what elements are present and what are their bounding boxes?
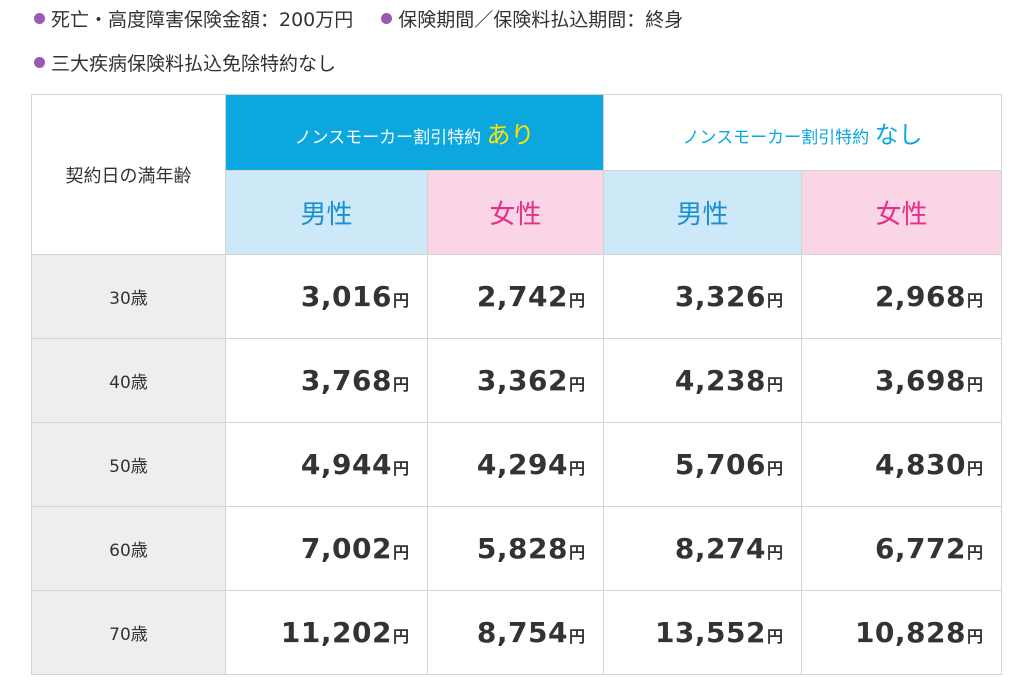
premium-amount: 3,768	[300, 364, 392, 397]
age-cell: 60歳	[31, 506, 226, 591]
conditions-line-1: 死亡・高度障害保険金額：200万円 保険期間／保険料払込期間：終身	[34, 4, 1004, 32]
premium-cell: 4,944円	[225, 422, 428, 507]
premium-amount: 13,552	[654, 616, 766, 649]
premium-cell: 3,326円	[603, 254, 803, 339]
age-cell: 40歳	[31, 338, 226, 423]
condition-death-benefit: 死亡・高度障害保険金額：200万円	[51, 8, 354, 31]
currency-unit: 円	[767, 291, 784, 310]
premium-cell: 2,968円	[801, 254, 1003, 339]
premium-cell: 8,274円	[603, 506, 803, 591]
condition-insurance-period: 保険期間／保険料払込期間：終身	[398, 8, 684, 31]
currency-unit: 円	[967, 543, 984, 562]
premium-cell: 3,016円	[225, 254, 428, 339]
insurance-conditions: 死亡・高度障害保険金額：200万円 保険期間／保険料払込期間：終身 三大疾病保険…	[34, 4, 1004, 92]
condition-item: 保険期間／保険料払込期間：終身	[381, 5, 683, 32]
premium-cell: 4,238円	[603, 338, 803, 423]
premium-cell: 4,294円	[426, 422, 605, 507]
premium-cell: 5,706円	[603, 422, 803, 507]
premium-cell: 5,828円	[426, 506, 605, 591]
plan-label: ノンスモーカー割引特約	[294, 128, 482, 148]
currency-unit: 円	[569, 459, 586, 478]
premium-cell: 3,768円	[225, 338, 428, 423]
currency-unit: 円	[569, 291, 586, 310]
premium-amount: 11,202	[280, 616, 392, 649]
premium-table-body: 30歳 3,016円 2,742円 3,326円 2,968円 40歳 3,768円 3,36…	[31, 254, 1003, 675]
premium-amount: 8,274	[674, 532, 766, 565]
table-row: 70歳 11,202円 8,754円 13,552円 10,828円	[31, 590, 1003, 675]
condition-waiver-rider: 三大疾病保険料払込免除特約なし	[51, 52, 337, 75]
premium-amount: 4,238	[674, 364, 766, 397]
premium-amount: 3,016	[300, 280, 392, 313]
conditions-line-2: 三大疾病保険料払込免除特約なし	[34, 48, 1004, 76]
premium-cell: 6,772円	[801, 506, 1003, 591]
plan-header-with-discount: ノンスモーカー割引特約 あり	[224, 94, 605, 171]
premium-cell: 3,362円	[426, 338, 605, 423]
plan-emphasis: あり	[486, 121, 535, 149]
table-row: 60歳 7,002円 5,828円 8,274円 6,772円	[31, 506, 1003, 591]
currency-unit: 円	[569, 627, 586, 646]
currency-unit: 円	[392, 291, 409, 310]
female-header: 女性	[426, 170, 605, 255]
premium-cell: 10,828円	[801, 590, 1003, 675]
currency-unit: 円	[967, 459, 984, 478]
premium-cell: 13,552円	[603, 590, 803, 675]
premium-amount: 10,828	[854, 616, 967, 649]
currency-unit: 円	[967, 375, 984, 394]
premium-amount: 6,772	[874, 532, 967, 565]
bullet-icon	[34, 56, 45, 68]
premium-table: 契約日の満年齢 ノンスモーカー割引特約 あり ノンスモーカー割引特約 なし 男性…	[31, 94, 1003, 675]
plan-header-without-discount: ノンスモーカー割引特約 なし	[603, 94, 1003, 171]
female-header: 女性	[801, 170, 1003, 255]
plan-emphasis: なし	[874, 121, 923, 149]
table-row: 40歳 3,768円 3,362円 4,238円 3,698円	[31, 338, 1003, 423]
premium-amount: 3,326	[674, 280, 766, 313]
premium-cell: 4,830円	[801, 422, 1003, 507]
premium-amount: 4,294	[476, 448, 568, 481]
table-row: 30歳 3,016円 2,742円 3,326円 2,968円	[31, 254, 1003, 339]
currency-unit: 円	[967, 627, 984, 646]
premium-amount: 3,698	[874, 364, 967, 397]
plan-label: ノンスモーカー割引特約	[682, 128, 870, 148]
premium-amount: 5,706	[674, 448, 766, 481]
condition-item: 死亡・高度障害保険金額：200万円	[34, 5, 353, 32]
male-header: 男性	[603, 170, 803, 255]
premium-amount: 7,002	[300, 532, 392, 565]
currency-unit: 円	[767, 627, 784, 646]
currency-unit: 円	[767, 543, 784, 562]
premium-amount: 2,968	[874, 280, 967, 313]
premium-cell: 8,754円	[426, 590, 605, 675]
premium-amount: 2,742	[476, 280, 568, 313]
currency-unit: 円	[767, 375, 784, 394]
currency-unit: 円	[392, 459, 409, 478]
currency-unit: 円	[392, 375, 409, 394]
condition-item: 三大疾病保険料払込免除特約なし	[34, 49, 336, 76]
age-cell: 50歳	[31, 422, 226, 507]
currency-unit: 円	[767, 459, 784, 478]
bullet-icon	[34, 12, 45, 24]
premium-cell: 2,742円	[426, 254, 605, 339]
premium-amount: 8,754	[476, 616, 568, 649]
premium-cell: 11,202円	[225, 590, 428, 675]
currency-unit: 円	[392, 543, 409, 562]
age-cell: 70歳	[31, 590, 226, 675]
age-cell: 30歳	[31, 254, 226, 339]
male-header: 男性	[225, 170, 428, 255]
currency-unit: 円	[967, 291, 984, 310]
table-row: 50歳 4,944円 4,294円 5,706円 4,830円	[31, 422, 1003, 507]
age-column-header: 契約日の満年齢	[31, 94, 226, 255]
currency-unit: 円	[569, 375, 586, 394]
bullet-icon	[381, 12, 393, 24]
currency-unit: 円	[392, 627, 409, 646]
currency-unit: 円	[569, 543, 586, 562]
premium-amount: 4,944	[300, 448, 392, 481]
premium-cell: 3,698円	[801, 338, 1003, 423]
premium-cell: 7,002円	[225, 506, 428, 591]
premium-amount: 5,828	[476, 532, 568, 565]
premium-amount: 4,830	[874, 448, 967, 481]
premium-amount: 3,362	[476, 364, 568, 397]
